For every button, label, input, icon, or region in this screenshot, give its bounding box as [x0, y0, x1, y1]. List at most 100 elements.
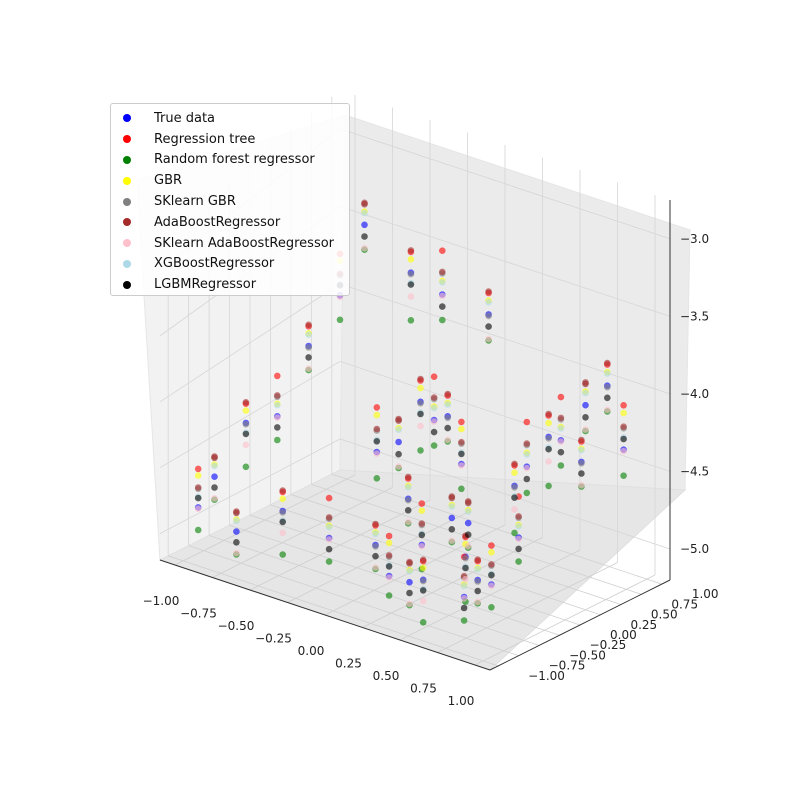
point-regression-tree: [385, 532, 393, 540]
point-xgboostregressor: [485, 298, 492, 306]
point-xgboostregressor: [515, 523, 522, 530]
point-adaboostregressor: [211, 453, 218, 460]
grid-line-x: [362, 537, 543, 628]
legend-label: SKlearn GBR: [154, 194, 236, 210]
point-lgbmregressor: [395, 450, 402, 458]
point-lgbmregressor: [372, 552, 379, 560]
point-gbr: [279, 495, 287, 503]
legend-item: SKlearn GBR: [111, 191, 349, 212]
point-lgbmregressor: [458, 450, 465, 458]
point-lgbmregressor: [242, 430, 250, 438]
y-tick-label: −0.25: [590, 638, 627, 652]
legend-swatch: [123, 259, 131, 268]
legend-label: XGBoostRegressor: [154, 256, 275, 272]
point-adaboostregressor: [361, 199, 368, 207]
point-lgbmregressor: [464, 531, 472, 538]
point-random-forest-regressor: [620, 472, 627, 480]
point-random-forest-regressor: [511, 529, 518, 537]
point-random-forest-regressor: [279, 551, 287, 558]
grid-line-x: [474, 574, 656, 666]
point-sklearn-adaboostregressor: [488, 582, 495, 590]
point-adaboostregressor: [418, 520, 426, 527]
point-sklearn-adaboostregressor: [448, 537, 456, 544]
point-lgbmregressor: [279, 518, 287, 526]
point-gbr: [417, 384, 424, 392]
point-regression-tree: [439, 247, 446, 254]
point-sklearn-adaboostregressor: [620, 447, 627, 455]
point-true-data: [464, 519, 472, 527]
point-sklearn-adaboostregressor: [373, 450, 381, 458]
legend-swatch: [123, 197, 131, 206]
point-gbr: [620, 409, 627, 417]
legend-label: Random forest regressor: [154, 152, 315, 168]
point-random-forest-regressor: [242, 463, 250, 471]
point-sklearn-adaboostregressor: [511, 506, 518, 513]
point-random-forest-regressor: [460, 617, 468, 624]
point-random-forest-regressor: [523, 489, 531, 497]
point-sklearn-adaboostregressor: [372, 564, 379, 571]
point-sklearn-adaboostregressor: [406, 600, 413, 608]
legend-item: AdaBoostRegressor: [111, 212, 349, 233]
point-sklearn-adaboostregressor: [430, 418, 438, 425]
grid-line-x: [399, 549, 581, 641]
legend-item: LGBMRegressor: [111, 274, 349, 295]
point-adaboostregressor: [407, 247, 415, 254]
point-sklearn-gbr: [511, 484, 518, 491]
point-sklearn-adaboostregressor: [361, 244, 368, 252]
x-axis-line: [159, 559, 491, 671]
point-xgboostregressor: [460, 582, 468, 590]
point-gbr: [488, 549, 495, 556]
z-tick-label: −3.5: [680, 309, 709, 323]
x-tick-label: 0.00: [298, 644, 325, 658]
point-sklearn-gbr: [545, 435, 552, 442]
point-xgboostregressor: [582, 389, 589, 397]
legend: True data Regression tree Random forest re…: [110, 103, 350, 296]
point-sklearn-gbr: [372, 543, 379, 550]
point-sklearn-adaboostregressor: [464, 542, 472, 550]
point-true-data: [211, 473, 218, 481]
point-adaboostregressor: [620, 423, 627, 431]
point-adaboostregressor: [274, 392, 281, 399]
point-lgbmregressor: [418, 531, 426, 539]
point-sklearn-gbr: [485, 312, 492, 320]
point-adaboostregressor: [578, 436, 585, 444]
point-regression-tree: [274, 372, 281, 380]
legend-label: GBR: [154, 173, 183, 189]
point-gbr: [373, 411, 381, 419]
point-xgboostregressor: [404, 483, 412, 491]
legend-item: GBR: [111, 170, 349, 191]
point-true-data: [448, 514, 456, 522]
point-lgbmregressor: [430, 428, 438, 436]
grid-line-y: [311, 483, 642, 595]
point-adaboostregressor: [372, 520, 379, 528]
legend-label: LGBMRegressor: [154, 277, 257, 293]
point-lgbmregressor: [211, 484, 218, 491]
legend-label: True data: [154, 110, 216, 126]
point-random-forest-regressor: [545, 482, 552, 490]
point-xgboostregressor: [439, 279, 446, 286]
legend-swatch: [123, 218, 131, 227]
y-tick-label: 0.75: [671, 597, 698, 611]
point-lgbmregressor: [407, 281, 415, 288]
legend-label: SKlearn AdaBoostRegressor: [154, 235, 335, 251]
point-adaboostregressor: [373, 425, 381, 433]
point-lgbmregressor: [545, 445, 552, 453]
point-random-forest-regressor: [336, 316, 344, 324]
point-regression-tree: [557, 393, 565, 401]
point-adaboostregressor: [417, 375, 424, 383]
point-xgboostregressor: [361, 209, 368, 217]
point-adaboostregressor: [485, 288, 492, 295]
point-sklearn-gbr: [305, 344, 312, 351]
point-lgbmregressor: [325, 545, 333, 553]
point-lgbmregressor: [274, 424, 281, 431]
point-sklearn-adaboostregressor: [604, 406, 611, 414]
point-lgbmregressor: [305, 354, 312, 361]
point-xgboostregressor: [274, 401, 281, 409]
point-random-forest-regressor: [419, 619, 427, 626]
point-adaboostregressor: [515, 513, 522, 520]
point-xgboostregressor: [444, 401, 452, 408]
legend-item: SKlearn AdaBoostRegressor: [111, 233, 349, 254]
point-sklearn-adaboostregressor: [444, 436, 452, 444]
point-adaboostregressor: [439, 268, 446, 276]
y-tick-label: 1.00: [692, 587, 719, 601]
